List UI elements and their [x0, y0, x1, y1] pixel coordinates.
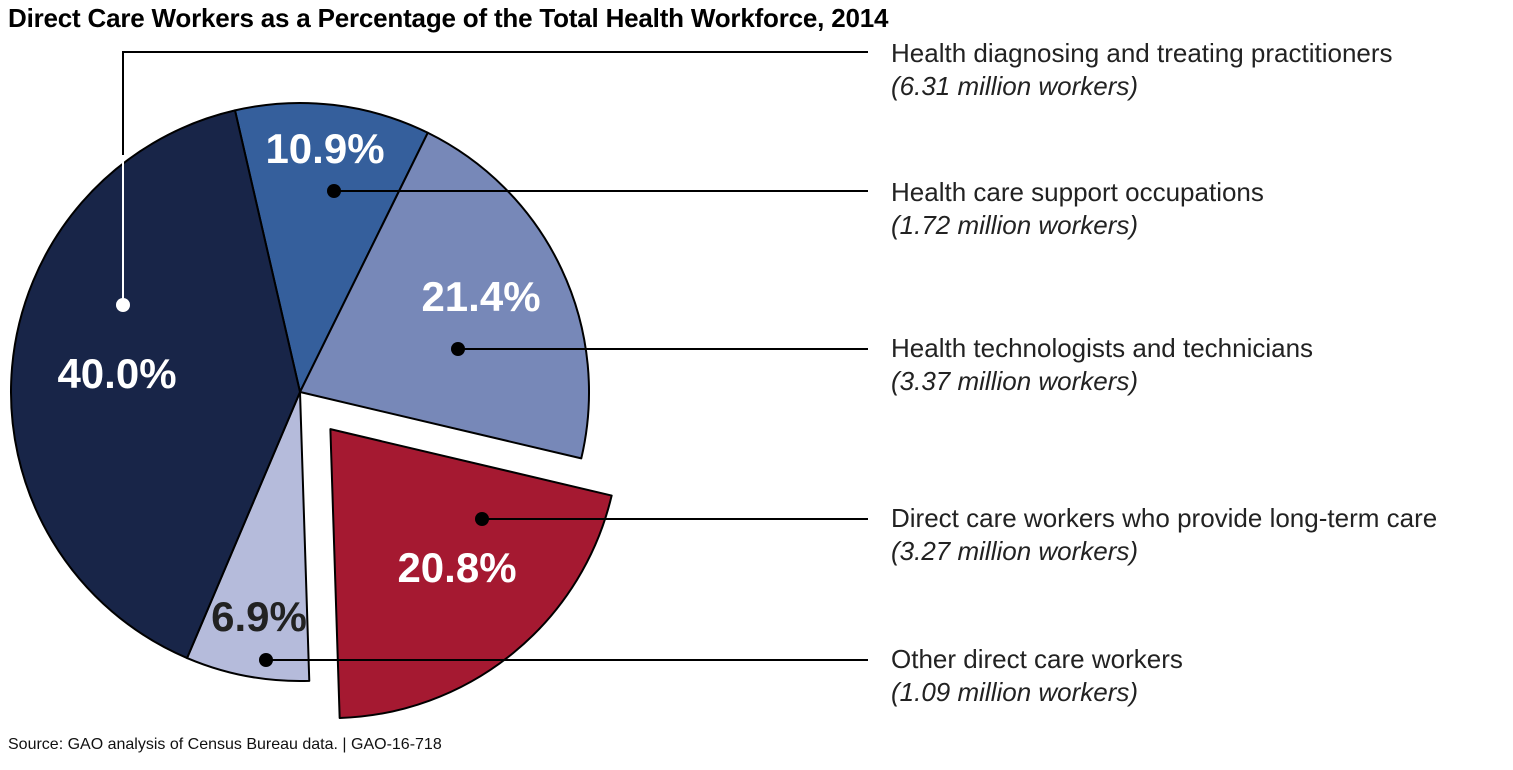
leader-line-outer-health-diagnosing-and-treating-practitioners	[122, 51, 868, 155]
legend-item-other-direct-care: Other direct care workers (1.09 million …	[891, 643, 1183, 709]
slice-label-other-direct-care-workers: 6.9%	[211, 593, 307, 640]
legend-workers: (3.27 million workers)	[891, 536, 1139, 566]
legend-name: Other direct care workers	[891, 644, 1183, 674]
legend-item-long-term-care: Direct care workers who provide long-ter…	[891, 502, 1437, 568]
slice-label-direct-care-workers-who-provide-long-term-care: 20.8%	[397, 544, 516, 591]
chart-title: Direct Care Workers as a Percentage of t…	[8, 3, 889, 33]
pie-slice-health-technologists-and-technicians	[299, 131, 590, 460]
slice-label-health-technologists-and-technicians: 21.4%	[421, 273, 540, 320]
leader-dot-direct-care-workers-who-provide-long-term-care	[475, 512, 489, 526]
pie-slice-health-care-support-occupations	[233, 102, 429, 393]
pie-slice-direct-care-workers-who-provide-long-term-care	[329, 428, 613, 720]
pie-slice-other-direct-care-workers	[186, 391, 311, 682]
source-note: Source: GAO analysis of Census Bureau da…	[8, 736, 442, 753]
leader-dot-other-direct-care-workers	[259, 653, 273, 667]
pie-slice-health-diagnosing-and-treating-practitioners	[10, 109, 301, 660]
legend-item-technologists: Health technologists and technicians (3.…	[891, 332, 1313, 398]
legend-workers: (6.31 million workers)	[891, 71, 1139, 101]
slice-label-health-diagnosing-and-treating-practitioners: 40.0%	[57, 350, 176, 397]
legend-workers: (1.09 million workers)	[891, 677, 1139, 707]
legend-item-support: Health care support occupations (1.72 mi…	[891, 176, 1264, 242]
legend-name: Health care support occupations	[891, 177, 1264, 207]
legend-item-practitioners: Health diagnosing and treating practitio…	[891, 37, 1393, 103]
leader-dot-health-care-support-occupations	[327, 184, 341, 198]
legend-workers: (1.72 million workers)	[891, 210, 1139, 240]
slice-label-health-care-support-occupations: 10.9%	[265, 125, 384, 172]
leader-dot-health-diagnosing-and-treating-practitioners	[116, 298, 130, 312]
legend-workers: (3.37 million workers)	[891, 366, 1139, 396]
leader-dot-health-technologists-and-technicians	[451, 342, 465, 356]
legend-name: Health diagnosing and treating practitio…	[891, 38, 1393, 68]
legend-name: Health technologists and technicians	[891, 333, 1314, 363]
legend-name: Direct care workers who provide long-ter…	[891, 503, 1438, 533]
